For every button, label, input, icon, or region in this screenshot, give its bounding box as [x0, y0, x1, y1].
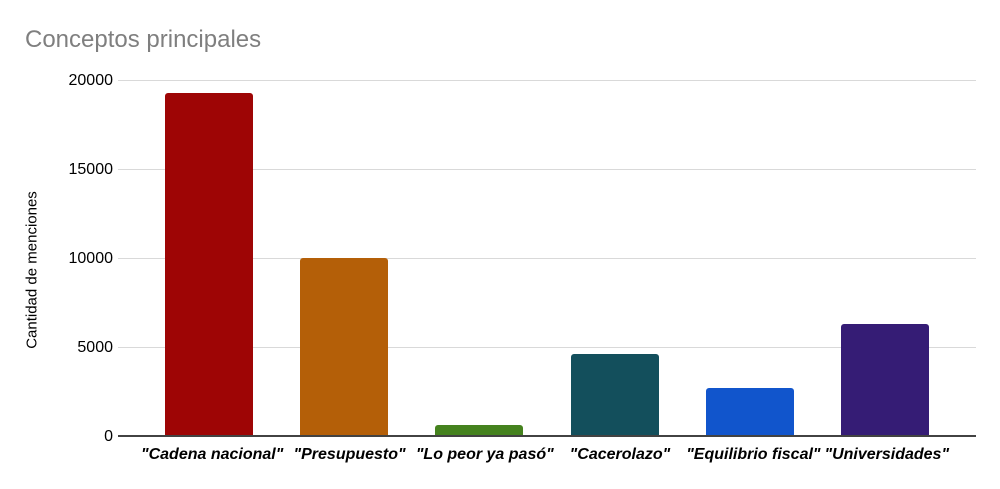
x-category-label: "Cacerolazo" [569, 446, 671, 463]
x-category-label: "Universidades" [824, 446, 950, 463]
bar-6[interactable] [841, 323, 930, 437]
x-category-label: "Presupuesto" [293, 446, 406, 463]
gridline [118, 258, 976, 259]
y-tick-label: 10000 [68, 250, 114, 267]
bar-slot [818, 81, 953, 437]
x-category-label: "Equilibrio fiscal" [686, 446, 821, 463]
y-tick-label: 20000 [68, 72, 114, 89]
gridline [118, 80, 976, 81]
chart-title: Conceptos principales [25, 26, 262, 53]
x-category-label: "Cadena nacional" [141, 446, 284, 463]
gridline [118, 169, 976, 170]
x-category-label: "Lo peor ya pasó" [415, 446, 554, 463]
y-tick-label: 5000 [77, 339, 113, 356]
plot-area [118, 80, 976, 437]
bar-slot [682, 81, 817, 437]
bar-3[interactable] [435, 424, 524, 437]
y-axis-title: Cantidad de menciones [23, 191, 41, 349]
bar-slot [547, 81, 682, 437]
gridline [118, 347, 976, 348]
x-axis-line [118, 435, 976, 437]
bar-slot [276, 81, 411, 437]
bar-2[interactable] [299, 258, 388, 437]
bar-4[interactable] [570, 354, 659, 437]
y-tick-label: 0 [104, 428, 113, 445]
x-axis-labels: "Cadena nacional" "Presupuesto" "Lo peor y… [118, 446, 976, 464]
bar-1[interactable] [164, 93, 253, 437]
bar-slot [412, 81, 547, 437]
bar-5[interactable] [705, 388, 794, 437]
bars-row [118, 81, 976, 437]
bar-slot [141, 81, 276, 437]
y-tick-label: 15000 [68, 161, 114, 178]
